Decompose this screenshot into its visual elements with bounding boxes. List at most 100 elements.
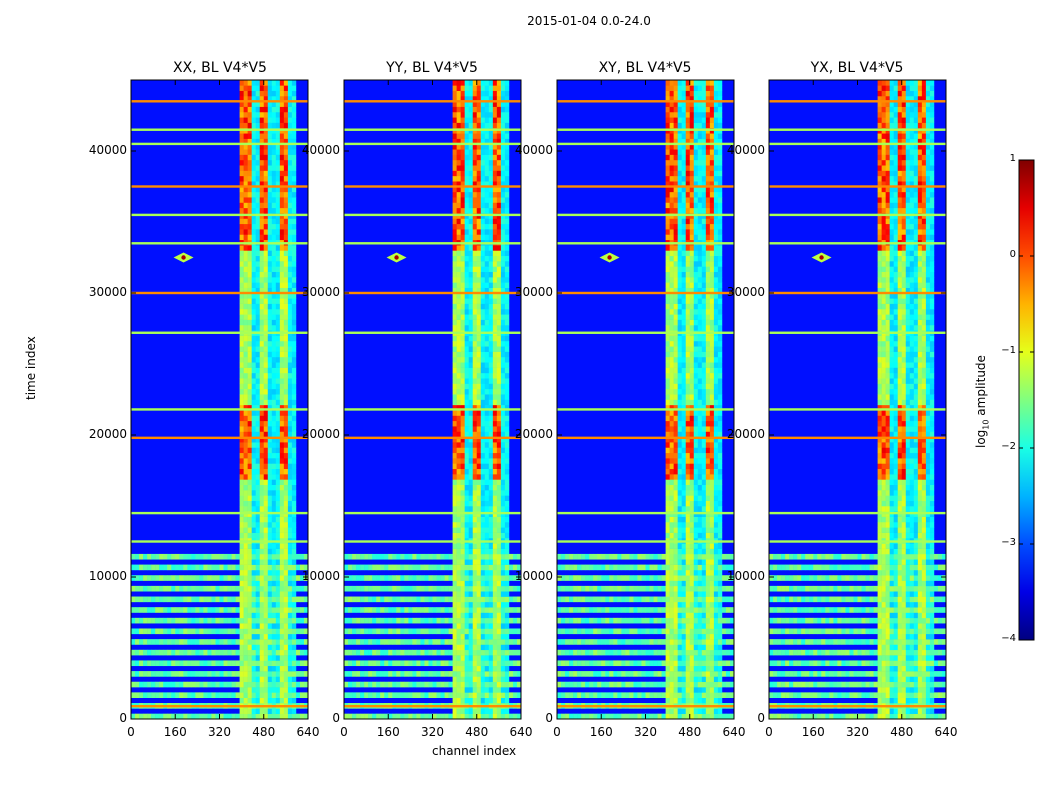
heatmap-cell (500, 351, 506, 358)
heatmap-cell (139, 596, 144, 603)
heatmap-cell (251, 218, 256, 225)
heatmap-cell (516, 649, 521, 656)
heatmap-cell (633, 713, 638, 719)
heatmap-cell (388, 671, 393, 677)
heatmap-cell (460, 234, 465, 241)
heatmap-cell (609, 671, 614, 677)
heatmap-cell (255, 623, 261, 629)
heatmap-cell (239, 436, 244, 443)
heatmap-cell (468, 346, 474, 352)
heatmap-cell (496, 708, 502, 714)
heatmap-cell (287, 687, 293, 693)
heatmap-cell (187, 692, 192, 699)
heatmap-cell (500, 543, 506, 549)
heatmap-cell (456, 452, 461, 459)
heatmap-cell (247, 569, 252, 576)
heatmap-cell (291, 649, 297, 656)
heatmap-cell (573, 639, 578, 645)
heatmap-cell (247, 548, 252, 555)
flag-line (131, 185, 308, 188)
heatmap-cell (476, 277, 482, 283)
heatmap-cell (669, 633, 674, 640)
heatmap-cell (243, 660, 248, 667)
heatmap-cell (247, 692, 252, 699)
heatmap-cell (512, 585, 518, 592)
heatmap-cell (267, 447, 273, 454)
heatmap-cell (460, 218, 465, 225)
heatmap-cell (263, 532, 269, 539)
heatmap-cell (263, 468, 269, 475)
heatmap-cell (709, 644, 715, 651)
heatmap-cell (504, 303, 510, 310)
heatmap-cell (705, 676, 711, 683)
heatmap-cell (492, 394, 498, 400)
heatmap-cell (219, 692, 224, 699)
heatmap-cell (267, 282, 273, 288)
heatmap-cell (581, 617, 586, 624)
heatmap-cell (283, 388, 289, 395)
heatmap-cell (259, 436, 265, 443)
heatmap-cell (709, 671, 715, 677)
heatmap-cell (557, 639, 562, 645)
heatmap-cell (356, 617, 361, 624)
heatmap-cell (251, 277, 256, 283)
heatmap-cell (597, 681, 602, 688)
heatmap-cell (456, 90, 461, 97)
heatmap-cell (251, 713, 256, 719)
heatmap-cell (468, 404, 474, 411)
heatmap-cell (263, 282, 269, 288)
heatmap-cell (633, 649, 638, 656)
heatmap-cell (488, 287, 494, 294)
heatmap-cell (167, 617, 172, 624)
heatmap-cell (291, 95, 297, 102)
heatmap-cell (163, 671, 168, 677)
heatmap-cell (565, 671, 570, 677)
heatmap-cell (456, 580, 461, 587)
heatmap-cell (476, 420, 482, 427)
heatmap-cell (243, 314, 248, 320)
heatmap-cell (255, 277, 261, 283)
heatmap-cell (476, 202, 482, 209)
heatmap-cell (291, 282, 297, 288)
heatmap-cell (468, 516, 474, 523)
heatmap-cell (500, 687, 506, 693)
heatmap-cell (472, 671, 478, 677)
heatmap-cell (275, 175, 281, 182)
heatmap-cell (167, 671, 172, 677)
heatmap-cell (440, 660, 445, 667)
heatmap-cell (500, 287, 506, 294)
heatmap-cell (500, 335, 506, 342)
heatmap-cell (496, 287, 502, 294)
heatmap-cell (472, 287, 478, 294)
heatmap-cell (271, 101, 277, 107)
heatmap-cell (251, 149, 256, 155)
heatmap-cell (271, 500, 277, 507)
heatmap-cell (275, 660, 281, 667)
heatmap-cell (139, 681, 144, 688)
heatmap-cell (239, 95, 244, 102)
heatmap-cell (701, 692, 707, 699)
heatmap-cell (287, 207, 293, 214)
heatmap-cell (291, 80, 297, 86)
heatmap-cell (291, 553, 297, 560)
heatmap-cell (279, 95, 285, 102)
heatmap-cell (428, 575, 433, 581)
heatmap-cell (247, 628, 252, 635)
heatmap-cell (243, 521, 248, 528)
heatmap-cell (456, 660, 461, 667)
heatmap-cell (484, 713, 490, 719)
heatmap-cell (368, 585, 373, 592)
heatmap-cell (713, 671, 719, 677)
heatmap-cell (693, 681, 699, 688)
heatmap-cell (267, 181, 273, 187)
heatmap-cell (283, 271, 289, 278)
heatmap-cell (191, 585, 196, 592)
heatmap-cell (476, 458, 482, 464)
heatmap-cell (460, 175, 465, 182)
heatmap-cell (456, 362, 461, 368)
heatmap-cell (665, 687, 670, 693)
heatmap-cell (629, 628, 634, 635)
heatmap-cell (263, 585, 269, 592)
heatmap-cell (303, 564, 308, 571)
heatmap-cell (436, 660, 441, 667)
